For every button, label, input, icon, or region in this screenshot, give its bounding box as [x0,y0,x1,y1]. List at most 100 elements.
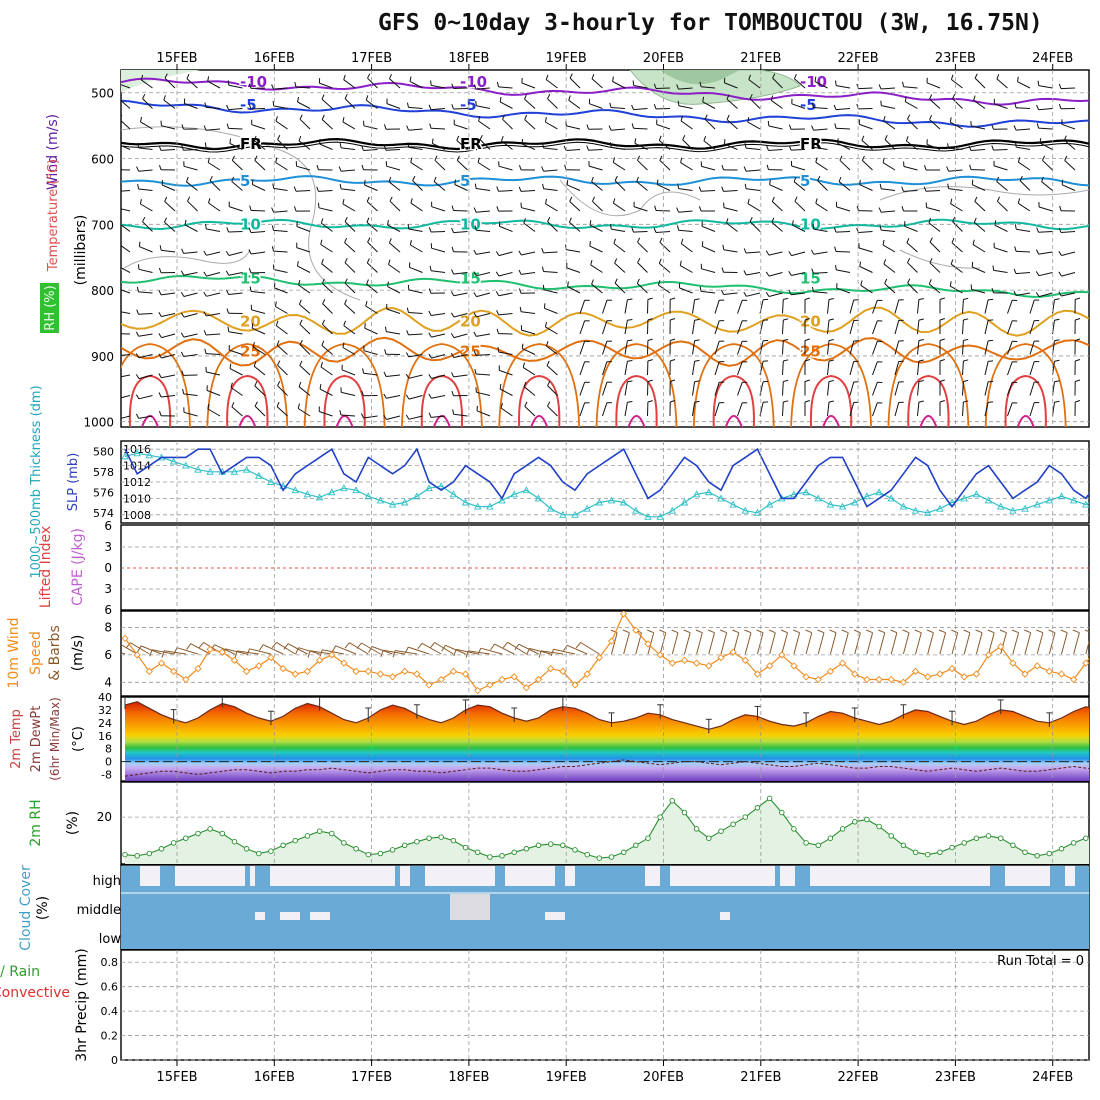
barb-12-18 [521,329,536,335]
wind-barb [805,632,813,655]
barb-5-26 [700,190,716,192]
wind-speed-point [997,643,1005,651]
rh-point [961,840,967,846]
barb-6-15 [453,210,468,212]
barb-15-7 [277,385,288,396]
contour-label-5-0: 5 [240,172,250,190]
wind-barb-flag [477,648,482,655]
barb-flag-10-35 [907,278,911,284]
barb-6-0 [121,208,131,212]
wind-barb [756,632,764,655]
date-top-16FEB: 16FEB [254,51,295,66]
level-label-900: 900 [91,350,114,364]
temp2m-label1: 2m Temp [9,709,24,769]
barb-5-7 [273,187,288,191]
barb-7-17 [499,225,513,232]
barb-flag-11-29 [783,297,789,300]
barb-flag-4-16 [477,157,480,163]
wind-barb [507,641,527,655]
barb-flag-15-37 [963,379,969,382]
rh-point [754,805,761,811]
barb-15-8 [298,386,311,396]
barb-8-26 [701,245,716,253]
barb-4-25 [680,162,693,171]
barb-flag-5-24 [656,179,659,185]
barb-5-2 [161,184,176,191]
barb-10-2 [161,292,176,296]
barb-9-32 [836,269,851,273]
barb-3-6 [253,140,266,150]
barb-flag-4-27 [721,165,724,171]
barb-16-7 [276,406,288,417]
barb-flag-4-40 [1017,157,1021,163]
barb-6-11 [366,201,378,212]
barb-13-13 [408,354,423,358]
barb-4-6 [254,160,266,171]
barb-flag-11-5 [226,308,229,314]
wind-barb [927,632,934,655]
barb-11-22 [624,299,628,314]
barb-10-19 [543,289,558,294]
rh-point [243,846,250,852]
cloud-high-gap-4 [400,866,410,886]
thickness-point [850,498,859,506]
barb-15-27 [737,382,743,396]
barb-9-19 [543,271,558,273]
barb-1-11 [366,99,378,109]
barb-15-26 [714,382,720,396]
barb-flag-9-36 [929,258,933,264]
barb-16-13 [408,415,423,420]
wind-speed-point [461,670,470,678]
barb-6-27 [723,207,738,212]
barb-flag-12-38 [988,319,994,321]
barb-15-39 [1007,382,1013,396]
barb-10-8 [298,284,311,294]
wind-barb [1085,640,1089,655]
barb-flag-15-38 [988,380,994,383]
barb-8-37 [951,242,963,253]
barb-3-14 [432,142,446,150]
barb-flag-5-39 [996,176,999,182]
thickness-point [1069,496,1078,504]
date-bottom-16FEB: 16FEB [254,1070,295,1085]
barb-7-16 [476,229,491,232]
barb-flag-13-15 [450,352,455,358]
precip-tick-0.6: 0.6 [101,981,119,994]
rh-point [827,835,834,841]
barb-flag-11-7 [274,301,277,307]
barb-flag-13-6 [252,342,255,348]
barb-flag-12-36 [939,318,945,321]
barb-6-32 [836,206,851,212]
barb-3-7 [277,139,288,150]
barb-1-10 [344,98,356,109]
barb-0-34 [880,87,896,90]
barb-flag-14-14 [428,374,432,379]
barb-8-35 [906,242,918,253]
wind-barb-flag [295,647,299,655]
barb-flag-7-0 [119,218,121,223]
barb-11-31 [827,299,830,314]
barb-10-37 [950,285,963,294]
barb-13-18 [522,348,536,355]
barb-flag-1-38 [973,95,976,101]
barb-flag-5-8 [293,186,297,192]
cape-tick-3: 3 [104,582,112,596]
thickness-point [972,490,981,498]
wind-speed-point [924,673,932,681]
barb-9-29 [768,272,783,277]
barb-5-31 [817,180,828,191]
barb-flag-11-17 [496,310,500,316]
barb-8-27 [723,249,738,253]
wind-barb-flag [707,629,715,634]
barb-flag-0-29 [772,73,776,79]
rh-blob-2 [660,70,740,85]
wind-barb [842,632,849,655]
barb-8-2 [161,249,176,253]
barb-flag-12-41 [1054,318,1060,321]
barb-4-3 [183,165,198,171]
barb-flag-16-5 [231,402,235,408]
thick-tick-580: 580 [93,445,114,458]
barb-5-17 [498,190,513,192]
thickness-point [936,504,944,512]
rh-point [1010,842,1016,849]
